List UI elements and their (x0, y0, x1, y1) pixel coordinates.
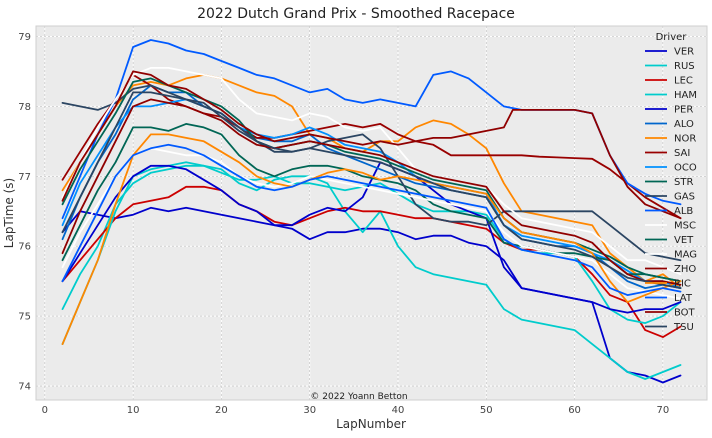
legend-label-rus: RUS (674, 61, 695, 72)
x-tick-label: 0 (42, 405, 48, 416)
legend-label-tsu: TSU (673, 322, 694, 333)
y-tick-label: 78 (18, 102, 31, 113)
legend-label-lec: LEC (674, 76, 693, 87)
series-line-per (61, 161, 682, 314)
series-line-msc (61, 67, 682, 276)
y-tick-label: 75 (18, 312, 31, 323)
series-line-bot (61, 98, 682, 286)
x-tick-label: 30 (303, 405, 316, 416)
credit-text: © 2022 Yoann Betton (310, 392, 407, 402)
series-lines (61, 39, 682, 384)
series-line-ric (61, 133, 682, 345)
legend-label-vet: VET (674, 235, 694, 246)
x-tick-label: 70 (656, 405, 669, 416)
legend-label-mag: MAG (674, 250, 697, 261)
legend-label-bot: BOT (674, 308, 696, 319)
legend-label-nor: NOR (674, 134, 696, 145)
legend-title: Driver (656, 32, 688, 43)
series-line-mag (61, 147, 682, 300)
series-line-tsu (61, 91, 682, 289)
legend-label-alo: ALO (674, 119, 694, 130)
legend-label-lat: LAT (674, 293, 693, 304)
legend: Driver VER RUS LEC HAM PER ALO NOR SAI OCO STR GAS… (645, 32, 697, 333)
x-axis-label: LapNumber (336, 417, 406, 431)
legend-label-ham: HAM (674, 90, 697, 101)
series-line-gas (61, 84, 682, 262)
series-line-oco (61, 98, 682, 289)
x-tick-label: 10 (127, 405, 140, 416)
y-tick-label: 76 (18, 242, 31, 253)
legend-label-alb: ALB (674, 206, 693, 217)
x-tick-label: 20 (215, 405, 228, 416)
legend-items: VER RUS LEC HAM PER ALO NOR SAI OCO STR GAS ALB MSC V… (645, 47, 697, 333)
y-tick-label: 74 (18, 382, 31, 393)
x-axis-ticks: 0 10 20 30 40 50 60 70 (42, 405, 670, 416)
series-line-str (61, 123, 682, 283)
legend-label-gas: GAS (674, 192, 695, 203)
legend-label-str: STR (674, 177, 693, 188)
series-line-lat (61, 143, 682, 296)
y-tick-label: 79 (18, 32, 31, 43)
x-tick-label: 50 (480, 405, 493, 416)
legend-label-per: PER (674, 105, 693, 116)
series-line-sai (61, 74, 682, 220)
x-tick-label: 60 (568, 405, 581, 416)
chart-title: 2022 Dutch Grand Prix - Smoothed Racepac… (197, 6, 515, 22)
y-tick-label: 77 (18, 172, 31, 183)
series-line-zho (61, 70, 682, 220)
legend-label-msc: MSC (674, 221, 696, 232)
legend-label-oco: OCO (674, 163, 697, 174)
plot-area (35, 25, 708, 401)
y-axis-label: LapTime (s) (2, 178, 16, 248)
plot-frame (35, 25, 708, 401)
series-line-rus (61, 164, 682, 380)
legend-label-ver: VER (674, 47, 694, 58)
x-tick-label: 40 (392, 405, 405, 416)
legend-label-sai: SAI (674, 148, 690, 159)
legend-label-zho: ZHO (674, 264, 696, 275)
y-axis-ticks: 74 75 76 77 78 79 (18, 32, 31, 393)
legend-label-ric: RIC (674, 279, 691, 290)
